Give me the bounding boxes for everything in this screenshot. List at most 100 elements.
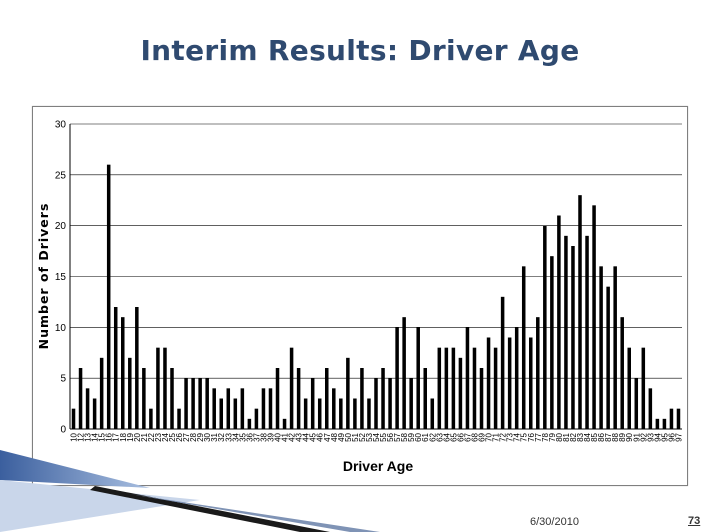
x-tick-label: 16 — [105, 432, 114, 441]
x-tick-label: 46 — [316, 432, 325, 441]
bar — [620, 317, 624, 429]
bar — [458, 357, 463, 429]
x-tick-label: 82 — [569, 432, 578, 441]
x-tick-label: 84 — [583, 432, 592, 441]
bar — [191, 378, 195, 429]
bar — [381, 368, 385, 429]
y-tick-label: 5 — [60, 374, 66, 385]
x-tick-label: 42 — [288, 432, 297, 441]
y-tick-label: 0 — [60, 425, 66, 436]
bar — [409, 378, 413, 429]
x-tick-label: 31 — [210, 432, 219, 441]
bar — [360, 368, 364, 429]
x-tick-label: 56 — [386, 432, 395, 441]
x-tick-label: 74 — [513, 432, 522, 441]
bar — [388, 378, 392, 429]
bar — [493, 347, 498, 429]
x-tick-label: 80 — [555, 432, 564, 441]
bar — [634, 378, 639, 429]
bar — [184, 378, 188, 429]
x-tick-label: 62 — [428, 432, 437, 441]
x-tick-label: 51 — [351, 432, 360, 441]
x-tick-label: 97 — [674, 432, 683, 441]
x-tick-label: 37 — [252, 432, 261, 441]
x-tick-label: 19 — [126, 432, 135, 441]
x-tick-label: 48 — [330, 432, 339, 441]
x-tick-label: 90 — [625, 432, 634, 441]
bar — [170, 368, 174, 429]
x-tick-label: 66 — [456, 432, 465, 441]
x-tick-label: 34 — [231, 432, 240, 441]
bar — [303, 398, 308, 429]
bar — [106, 164, 111, 429]
bar — [310, 378, 315, 429]
bar — [254, 408, 259, 429]
bar — [437, 347, 442, 429]
bar — [367, 398, 371, 429]
bar — [536, 317, 540, 429]
x-tick-label: 91 — [632, 432, 641, 441]
slide-date: 6/30/2010 — [530, 516, 579, 528]
x-tick-label: 41 — [281, 432, 290, 441]
bar — [669, 408, 674, 429]
x-tick-label: 49 — [337, 432, 346, 441]
x-tick-label: 26 — [175, 432, 184, 441]
x-tick-label: 85 — [590, 432, 599, 441]
y-tick-label: 30 — [55, 120, 67, 131]
x-tick-label: 61 — [421, 432, 430, 441]
bar — [163, 347, 167, 429]
bar — [78, 368, 83, 429]
bar — [92, 398, 97, 429]
x-tick-label: 10 — [70, 432, 79, 441]
x-tick-label: 23 — [154, 432, 163, 441]
x-axis-label: Driver Age — [343, 458, 414, 474]
x-tick-label: 55 — [379, 432, 388, 441]
bar — [198, 378, 202, 429]
x-tick-label: 15 — [98, 432, 107, 441]
x-tick-label: 12 — [77, 432, 86, 441]
x-tick-label: 38 — [259, 432, 268, 441]
x-tick-label: 72 — [499, 432, 508, 441]
x-tick-label: 33 — [224, 432, 233, 441]
x-tick-label: 50 — [344, 432, 353, 441]
bar — [205, 378, 209, 429]
bar — [402, 317, 406, 429]
bar — [564, 235, 568, 429]
bar — [430, 398, 435, 429]
x-tick-label: 93 — [646, 432, 655, 441]
bar — [529, 337, 533, 429]
bar — [128, 357, 132, 429]
bar — [451, 347, 456, 429]
bar — [212, 388, 216, 429]
bar — [655, 418, 660, 429]
x-tick-label: 65 — [449, 432, 458, 441]
bar — [325, 368, 329, 429]
bar — [275, 368, 280, 429]
x-tick-label: 40 — [274, 432, 283, 441]
x-tick-label: 96 — [667, 432, 676, 441]
bar — [135, 307, 139, 429]
x-tick-label: 44 — [302, 432, 311, 441]
bar — [648, 388, 653, 429]
bar — [177, 408, 181, 429]
x-tick-label: 86 — [597, 432, 606, 441]
bar — [479, 368, 484, 429]
bar — [289, 347, 294, 429]
bar — [585, 235, 589, 429]
bar — [599, 266, 603, 429]
x-tick-label: 70 — [485, 432, 494, 441]
bar — [142, 368, 146, 429]
bar — [676, 408, 681, 429]
y-axis-label: Number of Drivers — [36, 203, 51, 350]
bar — [486, 337, 491, 429]
x-tick-label: 36 — [245, 432, 254, 441]
bar — [233, 398, 238, 429]
x-tick-label: 35 — [238, 432, 247, 441]
bar — [578, 195, 582, 429]
bar — [592, 205, 596, 429]
bar — [423, 368, 427, 429]
x-tick-label: 63 — [435, 432, 444, 441]
x-tick-label: 81 — [562, 432, 571, 441]
x-tick-label: 60 — [414, 432, 423, 441]
